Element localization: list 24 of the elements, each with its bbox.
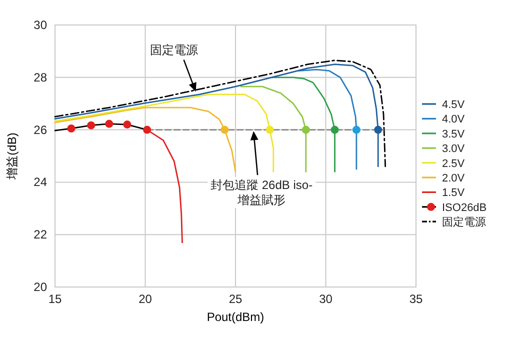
legend-label: 2.5V [442, 158, 466, 170]
y-axis-title: 增益(dB) [5, 132, 19, 180]
annotation: 固定電源 [150, 42, 198, 57]
x-axis-title: Pout(dBm) [206, 310, 264, 324]
y-tick-label: 22 [34, 228, 48, 242]
x-tick-label: 20 [138, 292, 152, 306]
legend-label: 3.0V [442, 143, 466, 156]
y-tick-label: 24 [34, 175, 48, 190]
annotation: 封包追蹤 26dB iso- 增益賦形 [210, 178, 313, 208]
y-tick-label: 30 [34, 18, 48, 32]
legend-label: 4.0V [442, 114, 466, 126]
x-tick-label: 35 [409, 292, 423, 306]
legend-label: 3.5V [442, 128, 466, 140]
y-tick-label: 28 [34, 70, 48, 84]
legend-label: ISO26dB [442, 202, 487, 214]
legend-label: 1.5V [442, 187, 466, 200]
legend-label: 4.5V [442, 99, 466, 111]
x-tick-label: 15 [48, 292, 62, 306]
x-tick-label: 25 [228, 292, 242, 306]
y-tick-label: 20 [34, 280, 48, 294]
legend-label: 2.0V [442, 172, 466, 184]
y-tick-label: 26 [34, 122, 48, 137]
legend-label: 固定電源 [442, 216, 486, 229]
x-tick-label: 30 [319, 292, 333, 306]
